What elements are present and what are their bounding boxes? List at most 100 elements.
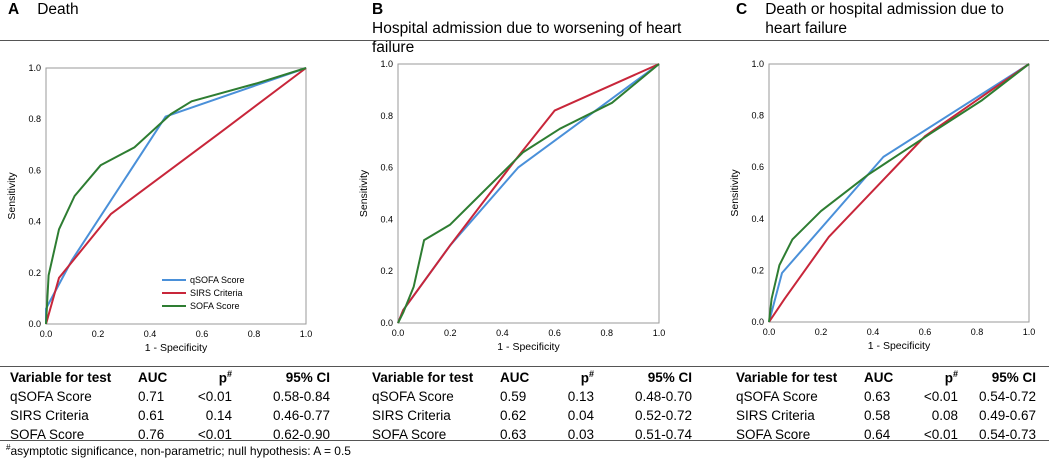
cell-auc: 0.61 [138,408,165,423]
chart-c-x-tick-label: 0.4 [867,327,880,337]
cell-ci: 0.46-0.77 [272,408,330,423]
chart-a-legend-box [159,272,281,316]
cell-ci: 0.49-0.67 [978,408,1036,423]
footnote-text: asymptotic significance, non-parametric;… [10,444,351,458]
panel-b-letter: B [372,1,384,18]
chart-c-series-qsofa-score-line [768,63,1030,323]
header-auc: AUC [864,370,894,385]
table-row: SOFA Score 0.76 <0.01 0.62-0.90 [10,425,330,444]
chart-c-y-tick-label: 0.2 [751,265,764,275]
header-variable: Variable for test [736,370,838,385]
cell-p: <0.01 [923,389,958,404]
header-p: p# [910,368,958,387]
chart-b-x-tick-label: 0.8 [601,328,614,338]
chart-c-frame [768,63,1030,323]
chart-c-y-tick-label: 1.0 [751,59,764,69]
cell-auc: 0.64 [864,427,891,442]
chart-c-x-tick-label: 0.8 [971,327,984,337]
chart-a-y-axis-label: Sensitivity [6,172,18,220]
table-row: SIRS Criteria 0.62 0.04 0.52-0.72 [372,406,692,425]
cell-variable: SOFA Score [736,427,811,442]
table-row: qSOFA Score 0.63 <0.01 0.54-0.72 [736,387,1036,406]
table-header-row: Variable for test AUC p# 95% CI [736,368,1036,387]
cell-auc: 0.63 [500,427,527,442]
chart-b-series-qsofa-score-line [397,63,660,324]
header-variable: Variable for test [372,370,474,385]
chart-c-y-tick-label: 0.0 [751,317,764,327]
panel-a-title: A Death [8,0,317,19]
cell-ci: 0.58-0.84 [272,389,330,404]
cell-p: <0.01 [923,427,958,442]
cell-ci: 0.51-0.74 [634,427,692,442]
table-bottom-divider [0,440,1049,441]
cell-ci: 0.54-0.72 [978,389,1036,404]
cell-variable: SIRS Criteria [10,408,89,423]
cell-p: 0.08 [931,408,958,423]
chart-a-y-tick-label: 0.6 [28,165,41,175]
chart-c-y-tick-label: 0.8 [751,111,764,121]
header-p-label: p [218,370,227,386]
chart-b-y-axis-label: Sensitivity [358,169,370,217]
table-c: Variable for test AUC p# 95% CI qSOFA Sc… [736,368,1036,444]
cell-p: <0.01 [197,389,232,404]
table-row: SOFA Score 0.64 <0.01 0.54-0.73 [736,425,1036,444]
chart-a-x-tick-label: 0.0 [40,329,53,339]
header-auc: AUC [138,370,168,385]
header-ci: 95% CI [285,370,330,385]
top-divider [0,40,1049,41]
panel-b-title-text: Hospital admission due to worsening of h… [372,20,682,56]
panel-a-letter: A [8,1,20,18]
chart-c-x-tick-label: 0.6 [919,327,932,337]
header-p-sup: # [952,369,958,380]
chart-c-x-axis-label: 1 - Specificity [868,340,931,352]
chart-b-frame [397,63,660,324]
chart-a-y-tick-label: 1.0 [28,63,41,73]
chart-b-y-tick-label: 0.6 [380,163,393,173]
table-row: qSOFA Score 0.59 0.13 0.48-0.70 [372,387,692,406]
chart-a-x-tick-label: 0.4 [144,329,157,339]
header-p-sup: # [588,369,594,380]
chart-c-y-axis-label: Sensitivity [729,169,741,217]
chart-b-x-tick-label: 0.0 [392,328,405,338]
header-p-sup: # [226,369,232,380]
header-auc: AUC [500,370,530,385]
cell-p: <0.01 [197,427,232,442]
cell-variable: SOFA Score [10,427,85,442]
table-header-row: Variable for test AUC p# 95% CI [10,368,330,387]
header-ci: 95% CI [647,370,692,385]
cell-auc: 0.59 [500,389,527,404]
cell-ci: 0.54-0.73 [978,427,1036,442]
header-p-label: p [944,370,953,386]
chart-a-x-tick-label: 1.0 [300,329,313,339]
cell-p: 0.04 [567,408,594,423]
chart-c-x-tick-label: 0.2 [815,327,828,337]
cell-p: 0.13 [567,389,594,404]
chart-a-legend-label: SOFA Score [190,301,240,311]
cell-auc: 0.76 [138,427,165,442]
header-variable: Variable for test [10,370,112,385]
cell-p: 0.03 [567,427,594,442]
cell-variable: SIRS Criteria [372,408,451,423]
cell-variable: qSOFA Score [10,389,92,404]
chart-a-y-tick-label: 0.8 [28,114,41,124]
header-ci: 95% CI [991,370,1036,385]
cell-variable: SOFA Score [372,427,447,442]
table-row: qSOFA Score 0.71 <0.01 0.58-0.84 [10,387,330,406]
table-row: SIRS Criteria 0.58 0.08 0.49-0.67 [736,406,1036,425]
panel-c-letter: C [736,1,748,18]
chart-a-x-tick-label: 0.8 [248,329,261,339]
chart-b-x-tick-label: 0.2 [444,328,457,338]
cell-ci: 0.52-0.72 [634,408,692,423]
chart-b-x-tick-label: 0.6 [548,328,561,338]
chart-a-y-tick-label: 0.4 [28,217,41,227]
chart-c-x-tick-label: 0.0 [763,327,776,337]
cell-auc: 0.58 [864,408,891,423]
panel-c-title: C Death or hospital admission due to hear… [736,0,1015,38]
chart-a-y-tick-label: 0.0 [28,319,41,329]
chart-a-series-sofa-score-line [45,67,307,325]
chart-b-y-tick-label: 1.0 [380,59,393,69]
header-p: p# [546,368,594,387]
chart-b-y-tick-label: 0.4 [380,214,393,224]
chart-b-x-tick-label: 0.4 [496,328,509,338]
table-b: Variable for test AUC p# 95% CI qSOFA Sc… [372,368,692,444]
